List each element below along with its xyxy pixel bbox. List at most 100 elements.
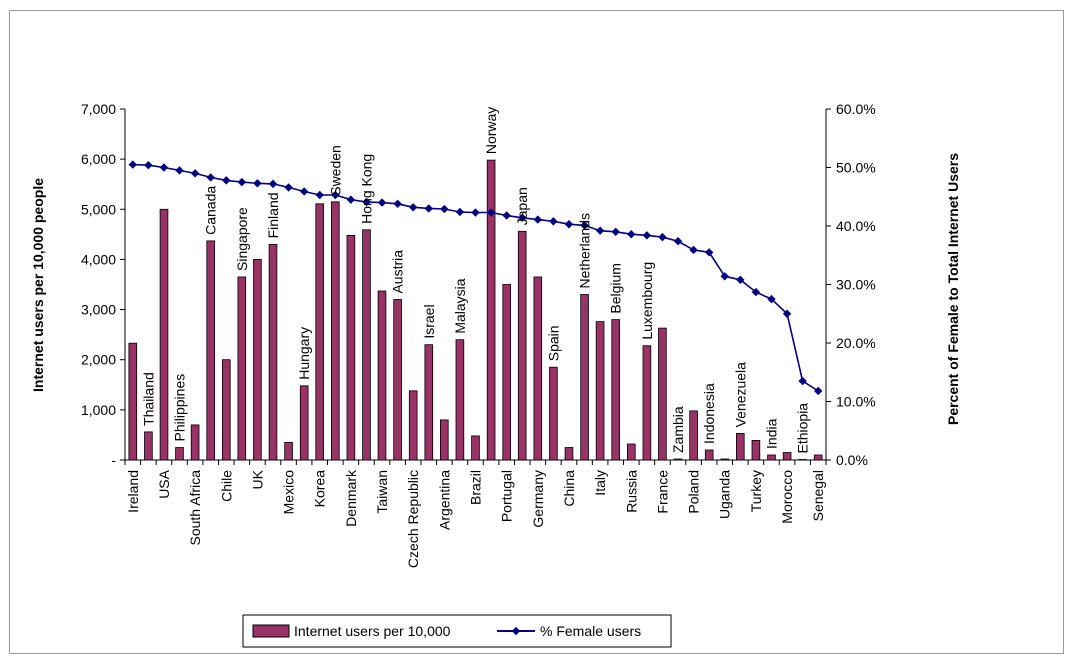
bar-uk <box>253 258 262 461</box>
bar-portugal <box>502 284 511 461</box>
female-point-canada <box>206 173 215 182</box>
bar-morocco <box>782 452 792 461</box>
female-point-spain <box>549 217 558 226</box>
bar-label-ethiopia: Ethiopia <box>795 403 811 454</box>
female-point-israel <box>424 204 433 213</box>
bar-czech-republic <box>408 390 418 461</box>
bar-austria <box>393 299 402 461</box>
x-label-portugal: Portugal <box>499 470 515 522</box>
x-label-italy: Italy <box>592 470 608 496</box>
female-point-zambia <box>673 237 683 246</box>
bar-usa <box>159 208 169 461</box>
bar-italy <box>595 321 605 461</box>
bar-venezuela <box>736 432 745 461</box>
x-label-argentina: Argentina <box>436 470 452 530</box>
bar-brazil <box>471 435 480 461</box>
x-label-brazil: Brazil <box>468 470 484 505</box>
female-point-turkey <box>751 287 761 297</box>
bar-chile <box>221 359 231 461</box>
line-series <box>128 160 823 396</box>
x-label-usa: USA <box>156 469 172 498</box>
x-label-korea: Korea <box>312 470 328 508</box>
bar-taiwan <box>377 290 387 461</box>
female-point-ireland <box>128 160 137 169</box>
bar-philippines <box>175 447 184 461</box>
y2-tick-label: 60.0% <box>836 101 876 117</box>
legend-label-bars: Internet users per 10,000 <box>294 623 451 639</box>
bar-germany <box>533 276 543 461</box>
axes: - 1,000 2,000 3,000 4,000 5,000 6,000 7,000 0.0%… <box>81 101 876 468</box>
bar-israel <box>424 344 434 461</box>
bar-label-luxembourg: Luxembourg <box>639 262 655 340</box>
bar-label-hong-kong: Hong Kong <box>358 154 374 224</box>
category-labels: Ireland Thailand USA Philippines South Afric… <box>125 107 826 568</box>
bar-label-malaysia: Malaysia <box>452 278 468 333</box>
x-label-south-africa: South Africa <box>187 470 203 546</box>
x-label-mexico: Mexico <box>281 470 297 515</box>
bar-poland <box>689 410 698 461</box>
bar-label-finland: Finland <box>265 192 281 238</box>
female-point-mexico <box>284 183 293 192</box>
y-tick-label: 4,000 <box>81 251 116 267</box>
bar-turkey <box>751 439 761 461</box>
bar-zambia <box>673 458 683 461</box>
bar-south-africa <box>190 424 200 461</box>
bar-label-singapore: Singapore <box>234 207 250 271</box>
female-point-indonesia <box>704 248 714 257</box>
bar-denmark <box>346 234 356 461</box>
bar-ethiopia <box>798 459 807 461</box>
bar-sweden <box>330 201 340 461</box>
female-point-india <box>767 294 776 304</box>
female-point-korea <box>315 190 324 200</box>
x-label-france: France <box>654 470 670 514</box>
x-label-poland: Poland <box>686 470 702 514</box>
bar-france <box>658 327 667 461</box>
bar-korea <box>315 203 324 461</box>
female-point-uk <box>253 179 262 188</box>
y2-tick-label: 50.0% <box>836 160 876 176</box>
female-point-usa <box>159 163 169 172</box>
x-label-czech-republic: Czech Republic <box>405 470 421 568</box>
bar-senegal <box>813 454 823 461</box>
bar-russia <box>627 443 636 461</box>
x-label-denmark: Denmark <box>343 469 359 527</box>
bar-label-japan: Japan <box>514 187 530 225</box>
female-point-czech-republic <box>408 203 418 212</box>
bar-netherlands <box>580 294 589 461</box>
bar-label-israel: Israel <box>421 304 437 338</box>
female-line <box>132 163 819 392</box>
combo-chart: - 1,000 2,000 3,000 4,000 5,000 6,000 7,000 0.0%… <box>30 101 961 648</box>
female-point-hong-kong <box>362 197 371 207</box>
bar-india <box>767 454 776 461</box>
bar-luxembourg <box>642 345 652 461</box>
x-label-senegal: Senegal <box>810 470 826 521</box>
y2-tick-label: 20.0% <box>836 335 876 351</box>
bar-label-hungary: Hungary <box>296 327 312 380</box>
bar-label-indonesia: Indonesia <box>701 383 717 444</box>
x-label-uganda: Uganda <box>717 470 733 519</box>
bar-label-spain: Spain <box>545 325 561 361</box>
x-label-chile: Chile <box>218 470 234 502</box>
bar-mexico <box>284 441 293 461</box>
bar-label-belgium: Belgium <box>608 263 624 314</box>
bar-indonesia <box>704 449 714 461</box>
y-tick-label: 5,000 <box>81 201 116 217</box>
female-point-russia <box>627 229 636 239</box>
bar-label-india: India <box>763 418 779 449</box>
female-point-portugal <box>502 211 511 220</box>
bar-label-sweden: Sweden <box>327 145 343 196</box>
x-label-germany: Germany <box>530 470 546 528</box>
bar-ireland <box>128 342 138 461</box>
x-label-morocco: Morocco <box>779 470 795 524</box>
x-label-uk: UK <box>249 469 265 489</box>
y2-tick-label: 10.0% <box>836 394 876 410</box>
female-point-china <box>564 220 574 229</box>
female-point-poland <box>689 245 698 255</box>
y-tick-label: 6,000 <box>81 151 116 167</box>
y2-axis-title: Percent of Female to Total Internet User… <box>945 153 961 425</box>
bar-label-zambia: Zambia <box>670 406 686 453</box>
bar-malaysia <box>455 339 465 461</box>
female-point-denmark <box>346 195 356 204</box>
female-point-belgium <box>611 227 620 237</box>
bar-china <box>564 447 574 461</box>
